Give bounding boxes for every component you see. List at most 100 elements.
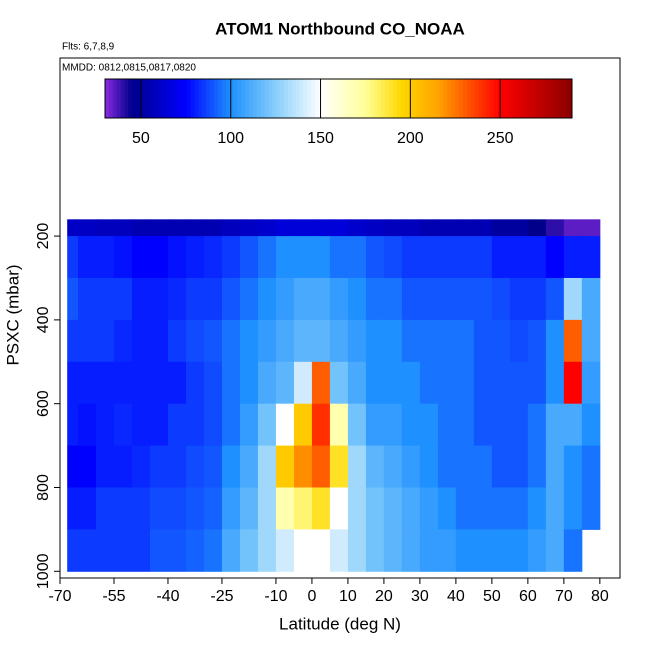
heat-cell	[239, 277, 259, 321]
colorbar-swatch	[385, 79, 390, 118]
heat-cell	[545, 277, 565, 321]
heat-cell	[293, 361, 313, 405]
heat-cell	[67, 361, 79, 405]
colorbar-swatch	[459, 79, 464, 118]
colorbar-swatch	[276, 79, 281, 118]
heat-cell	[473, 277, 493, 321]
heat-cell	[77, 445, 97, 488]
heat-cell	[419, 361, 439, 405]
colorbar-swatch	[260, 79, 266, 118]
colorbar-swatch	[171, 79, 176, 118]
heat-cell	[131, 487, 151, 530]
heat-cell	[293, 236, 313, 279]
heat-cell	[509, 277, 529, 321]
heat-cell	[167, 403, 187, 447]
x-tick-label: 80	[591, 588, 609, 605]
heat-cell	[239, 487, 259, 530]
annotation: Flts: 6,7,8,9	[62, 42, 115, 53]
x-tick-label: 40	[447, 588, 465, 605]
heat-cell	[275, 403, 295, 447]
colorbar-swatch	[178, 79, 184, 118]
heat-cell	[545, 403, 565, 447]
colorbar-swatch	[272, 79, 277, 118]
heat-cell	[275, 361, 295, 405]
heat-cell	[149, 403, 169, 447]
heat-cell	[383, 236, 403, 279]
heat-cell	[131, 236, 151, 279]
heat-cell	[383, 403, 403, 447]
heat-cell	[455, 319, 475, 363]
colorbar-swatch	[268, 79, 273, 118]
colorbar-swatch	[439, 79, 445, 118]
colorbar-swatch	[159, 79, 164, 118]
colorbar-swatch	[280, 79, 285, 118]
colorbar-swatch	[342, 79, 347, 118]
heat-cell	[311, 277, 331, 321]
heat-cell	[401, 403, 421, 447]
colorbar-swatch	[521, 79, 526, 118]
y-axis-label: PSXC (mbar)	[3, 264, 22, 365]
heat-cell	[239, 445, 259, 488]
heat-cell	[293, 445, 313, 488]
heat-cell	[239, 403, 259, 447]
heat-cell	[131, 277, 151, 321]
heat-cell	[329, 445, 349, 488]
colorbar-swatch	[361, 79, 367, 118]
colorbar-swatch	[186, 79, 192, 118]
chart-title: ATOM1 Northbound CO_NOAA	[215, 19, 465, 38]
heat-cell	[401, 277, 421, 321]
heat-cell	[545, 487, 565, 530]
heat-cell	[95, 319, 115, 363]
colorbar-swatch	[424, 79, 429, 118]
y-tick-label: 600	[35, 390, 52, 417]
colorbar-swatch	[175, 79, 180, 118]
heat-cell	[131, 319, 151, 363]
heat-cell	[509, 236, 529, 279]
colorbar-swatch	[435, 79, 441, 118]
colorbar-swatch	[494, 79, 499, 118]
heat-cell	[203, 529, 223, 572]
colorbar-swatch	[128, 79, 133, 118]
heat-cell	[293, 219, 313, 237]
colorbar-swatch	[311, 79, 316, 118]
heat-cell	[239, 361, 259, 405]
heat-cell	[185, 319, 205, 363]
heat-cell	[365, 403, 385, 447]
heat-cell	[455, 529, 475, 572]
colorbar-swatch	[428, 79, 433, 118]
heat-cell	[329, 277, 349, 321]
y-tick-label: 200	[35, 223, 52, 250]
colorbar-swatch	[206, 79, 211, 118]
heat-cell	[185, 403, 205, 447]
colorbar-swatch	[369, 79, 375, 118]
heat-cell	[383, 277, 403, 321]
heat-cell	[509, 319, 529, 363]
heat-cell	[113, 361, 133, 405]
colorbar-swatch	[237, 79, 242, 118]
heat-cell	[527, 219, 547, 237]
heat-cell	[563, 361, 583, 405]
heat-cell	[113, 487, 133, 530]
heat-cell	[293, 487, 313, 530]
heat-cell	[275, 236, 295, 279]
heat-cell	[221, 403, 241, 447]
colorbar-swatch	[229, 79, 234, 118]
heat-cell	[401, 361, 421, 405]
heat-cell	[293, 403, 313, 447]
heat-cell	[95, 219, 115, 237]
heat-cell	[311, 487, 331, 530]
heat-cell	[347, 236, 367, 279]
heat-cell	[257, 361, 277, 405]
colorbar-swatch	[556, 79, 561, 118]
heat-cell	[563, 487, 583, 530]
heat-cell	[203, 219, 223, 237]
colorbar-swatch	[389, 79, 394, 118]
heat-cell	[383, 445, 403, 488]
heat-cell	[581, 219, 601, 237]
colorbar-swatch	[221, 79, 227, 118]
colorbar-frame	[104, 78, 573, 119]
colorbar-swatch	[299, 79, 304, 118]
heat-cell	[149, 445, 169, 488]
heat-cell	[401, 319, 421, 363]
colorbar-swatch	[143, 79, 149, 118]
